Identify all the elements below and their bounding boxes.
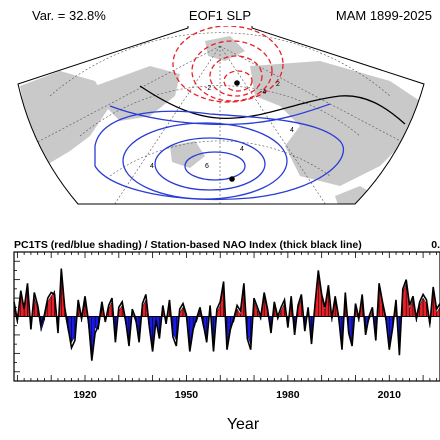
- zero-contour: [139, 85, 406, 125]
- high-center-marker: [229, 176, 235, 182]
- x-tick-label: 1920: [73, 389, 97, 401]
- contour-label: -4: [260, 89, 266, 96]
- x-axis-label: Year: [227, 416, 260, 433]
- x-tick-label: 1950: [175, 389, 199, 401]
- negative-contours: [172, 26, 284, 103]
- variance-label: Var. = 32.8%: [32, 8, 106, 23]
- map-title: EOF1 SLP: [188, 8, 252, 23]
- timeseries-chart: 1920 1950 1980 2010 Year: [13, 251, 440, 433]
- contour-label: 4: [240, 146, 244, 153]
- contour-label: 6: [205, 163, 209, 170]
- season-label: MAM 1899-2025: [335, 8, 432, 23]
- x-tick-label: 1980: [276, 389, 300, 401]
- pc1-negative-area: [44, 316, 46, 321]
- map-boundary: [17, 26, 425, 205]
- pc1-negative-area: [260, 316, 262, 321]
- map-grid: [29, 32, 411, 204]
- contour-label: -2: [205, 85, 211, 92]
- timeseries-title-cut: 0.: [431, 239, 440, 251]
- axis-ticks: [14, 251, 438, 382]
- contour-label: 2: [276, 81, 280, 88]
- x-tick-labels: 1920 1950 1980 2010: [73, 389, 401, 401]
- contour-label: 4: [150, 163, 154, 170]
- low-center-marker: [234, 80, 240, 86]
- contour-label: 4: [290, 127, 294, 134]
- nao-index-line: [13, 268, 440, 361]
- x-tick-label: 2010: [378, 389, 402, 401]
- eof-map: -2 -4 2 4 6 4 4: [17, 26, 425, 205]
- timeseries-title: PC1TS (red/blue shading) / Station-based…: [14, 239, 362, 251]
- positive-contours: [94, 103, 345, 201]
